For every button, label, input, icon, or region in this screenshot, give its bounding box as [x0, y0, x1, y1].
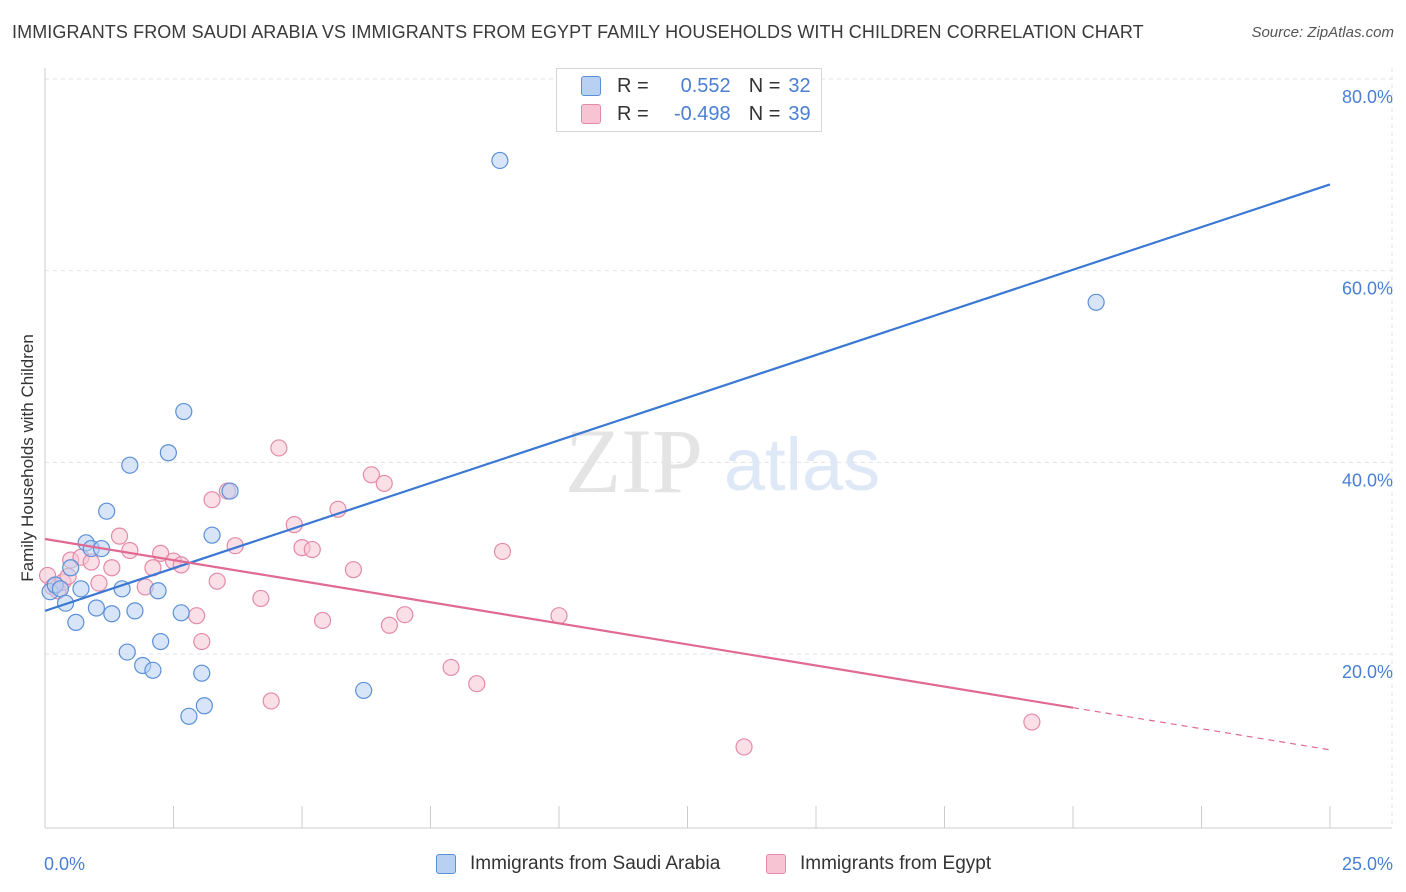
data-point — [270, 439, 288, 457]
data-point — [491, 151, 509, 170]
legend-row-saudi: R = 0.552 N = 32 — [581, 73, 811, 99]
data-point — [380, 616, 398, 634]
source-label: Source: ZipAtlas.com — [1251, 24, 1394, 41]
data-point — [67, 613, 85, 631]
legend-n-value-egypt: 39 — [788, 102, 811, 125]
series-egypt-points — [38, 439, 1041, 756]
trendline-egypt — [44, 537, 1074, 709]
chart-title: IMMIGRANTS FROM SAUDI ARABIA VS IMMIGRAN… — [12, 22, 1144, 42]
x-tick-label: 0.0% — [44, 854, 85, 874]
data-point — [468, 675, 486, 693]
data-point — [442, 658, 460, 677]
y-tick-label: 80.0% — [1342, 87, 1393, 107]
y-tick-label: 60.0% — [1342, 279, 1393, 299]
data-point — [159, 444, 177, 462]
data-point — [344, 561, 362, 579]
data-point — [193, 632, 211, 651]
data-point — [149, 582, 167, 600]
data-point — [98, 502, 116, 520]
watermark-atlas: atlas — [724, 423, 880, 506]
watermark-zip: ZIP — [565, 410, 703, 512]
data-point — [262, 692, 280, 710]
data-point — [221, 482, 239, 500]
data-point — [118, 643, 136, 661]
legend-swatch-pink — [766, 854, 786, 874]
correlation-legend: R = 0.552 N = 32 R = -0.498 N = 39 — [556, 68, 822, 132]
data-point — [193, 664, 211, 682]
bottom-legend-egypt: Immigrants from Egypt — [766, 852, 991, 876]
data-point — [252, 589, 270, 608]
data-point — [72, 580, 90, 598]
legend-swatch-blue — [436, 854, 456, 874]
data-point — [735, 738, 753, 756]
legend-label-saudi: Immigrants from Saudi Arabia — [470, 853, 721, 874]
data-point — [208, 572, 226, 590]
legend-swatch-blue — [581, 76, 601, 96]
legend-row-egypt: R = -0.498 N = 39 — [581, 101, 811, 127]
data-point — [126, 602, 144, 620]
data-point — [1023, 713, 1041, 731]
data-point — [51, 580, 70, 598]
legend-r-label: R = — [617, 102, 649, 125]
x-tick-label: 25.0% — [1342, 854, 1393, 874]
legend-n-label: N = — [748, 74, 781, 97]
legend-r-label: R = — [617, 74, 649, 97]
data-point — [493, 542, 512, 561]
data-point — [180, 707, 198, 725]
data-point — [103, 605, 121, 623]
data-point — [550, 607, 568, 625]
gridlines — [45, 78, 1392, 655]
data-point — [203, 491, 221, 509]
data-point — [362, 466, 380, 484]
data-point — [152, 632, 170, 651]
data-point — [188, 607, 206, 625]
data-point — [175, 402, 193, 421]
data-point — [313, 611, 332, 630]
legend-label-egypt: Immigrants from Egypt — [800, 853, 992, 874]
data-point — [121, 456, 139, 474]
trendline-egypt-extension — [1072, 707, 1331, 751]
legend-swatch-pink — [581, 104, 601, 124]
data-point — [1087, 293, 1105, 311]
legend-r-value-egypt: -0.498 — [673, 102, 731, 125]
trendline-saudi — [44, 183, 1331, 612]
data-point — [62, 559, 80, 577]
data-point — [303, 540, 321, 559]
data-point — [172, 604, 190, 622]
bottom-legend-saudi: Immigrants from Saudi Arabia — [436, 852, 720, 876]
data-point — [121, 541, 139, 560]
legend-n-value-saudi: 32 — [788, 74, 811, 97]
data-point — [103, 559, 121, 577]
watermark: ZIP atlas — [565, 410, 880, 512]
y-tick-label: 20.0% — [1342, 662, 1393, 682]
data-point — [110, 527, 129, 545]
data-point — [90, 574, 108, 592]
data-point — [355, 681, 373, 700]
trendlines — [44, 183, 1331, 751]
y-tick-label: 40.0% — [1342, 470, 1393, 490]
series-saudi-points — [41, 151, 1105, 725]
legend-n-label: N = — [748, 102, 781, 125]
axes — [44, 68, 1393, 829]
tick-labels: 20.0% 40.0% 60.0% 80.0% 0.0% 25.0% — [44, 87, 1393, 874]
data-point — [203, 526, 221, 544]
data-point — [396, 606, 414, 624]
data-point — [375, 474, 393, 493]
data-point — [87, 599, 106, 617]
data-point — [195, 697, 213, 715]
data-point — [144, 661, 162, 679]
legend-r-value-saudi: 0.552 — [680, 74, 731, 97]
